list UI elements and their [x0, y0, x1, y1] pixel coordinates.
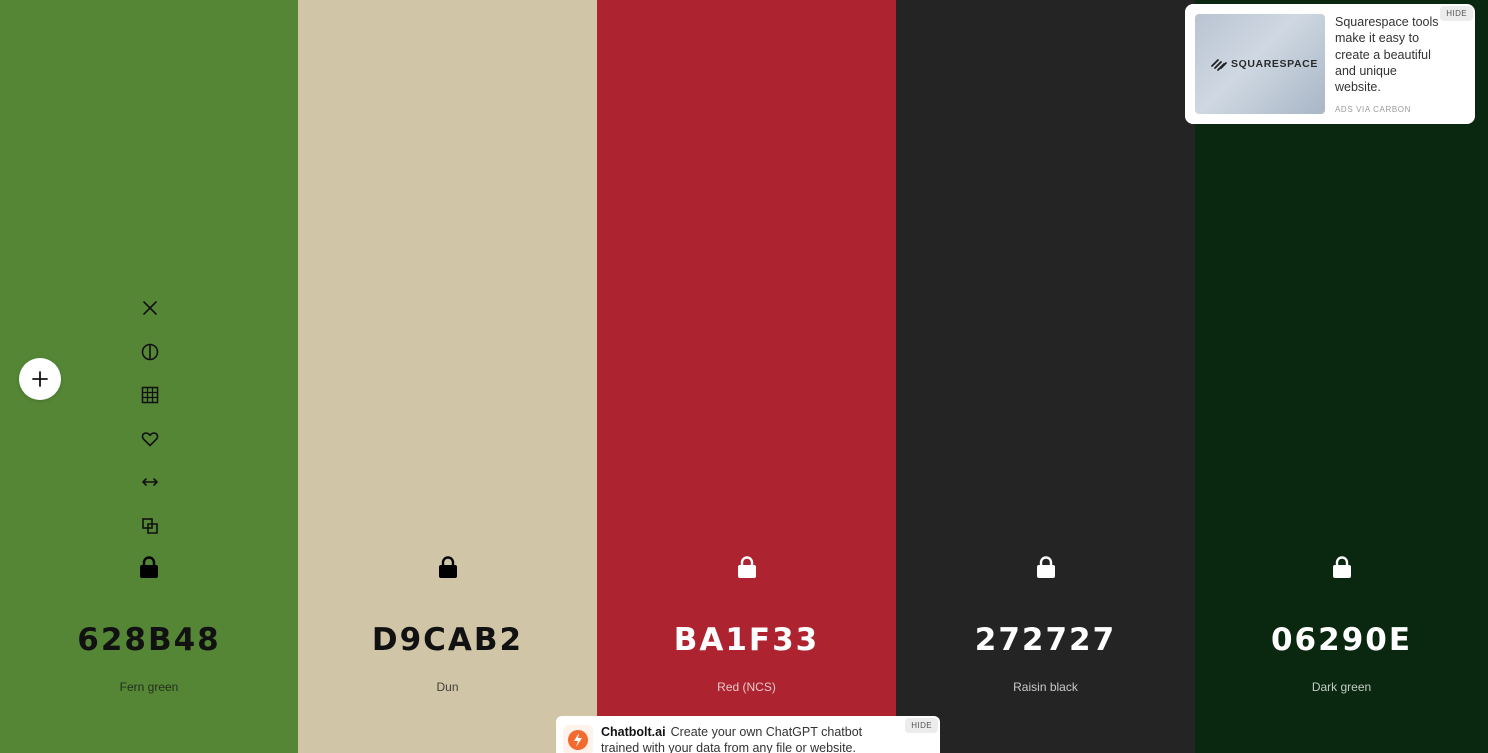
hide-ad-button[interactable]: HIDE [1440, 6, 1473, 21]
save-color-button[interactable] [134, 423, 166, 455]
add-color-button[interactable] [19, 358, 61, 400]
color-name: Raisin black [1013, 680, 1078, 694]
color-name: Fern green [119, 680, 179, 694]
drag-button[interactable] [134, 466, 166, 498]
hide-bottom-ad-button[interactable]: HIDE [905, 718, 938, 733]
swatch-3[interactable]: BA1F33 Red (NCS) [597, 0, 896, 753]
heart-icon [141, 431, 159, 446]
hex-code[interactable]: 06290E [1270, 622, 1413, 658]
lock-icon[interactable] [1035, 555, 1057, 579]
bottom-ad-description: Create your own ChatGPT chatbot trained … [601, 725, 863, 753]
copy-hex-button[interactable] [134, 510, 166, 542]
close-icon [143, 301, 157, 315]
color-name: Red (NCS) [717, 680, 776, 694]
ad-text[interactable]: Squarespace tools make it easy to create… [1335, 15, 1439, 95]
hex-code[interactable]: BA1F33 [673, 622, 820, 658]
shades-grid-icon [141, 386, 159, 404]
shades-button[interactable] [134, 336, 166, 368]
ad-logo-text: SQUARESPACE [1231, 58, 1318, 70]
squarespace-logo-icon [1211, 59, 1227, 71]
hex-code[interactable]: 272727 [974, 622, 1117, 658]
lock-icon[interactable] [138, 555, 160, 579]
sponsor-ad-card[interactable]: SQUARESPACE Squarespace tools make it ea… [1185, 4, 1475, 124]
color-name: Dark green [1311, 680, 1372, 694]
hex-code[interactable]: D9CAB2 [371, 622, 524, 658]
remove-color-button[interactable] [134, 292, 166, 324]
bottom-ad-banner[interactable]: Chatbolt.ai Create your own ChatGPT chatb… [556, 716, 940, 753]
plus-icon [32, 371, 48, 387]
drag-arrows-icon [142, 478, 158, 486]
lock-icon[interactable] [736, 555, 758, 579]
bottom-ad-brand: Chatbolt.ai [601, 725, 666, 739]
lock-icon[interactable] [437, 555, 459, 579]
chatbolt-logo-icon [563, 725, 593, 753]
hex-code[interactable]: 628B48 [77, 622, 221, 658]
ad-image[interactable]: SQUARESPACE [1195, 14, 1325, 114]
swatch-2[interactable]: D9CAB2 Dun [298, 0, 597, 753]
swatch-toolbar [132, 292, 168, 553]
lock-icon[interactable] [1331, 555, 1353, 579]
contrast-icon [141, 343, 159, 360]
swatch-5[interactable]: 06290E Dark green [1195, 0, 1488, 753]
ads-via-carbon-link[interactable]: ADS VIA CARBON [1335, 105, 1411, 114]
color-name: Dun [436, 680, 459, 694]
copy-icon [142, 517, 158, 534]
swatch-4[interactable]: 272727 Raisin black [896, 0, 1195, 753]
bottom-ad-text[interactable]: Chatbolt.ai Create your own ChatGPT chatb… [601, 724, 901, 753]
view-shades-button[interactable] [134, 379, 166, 411]
